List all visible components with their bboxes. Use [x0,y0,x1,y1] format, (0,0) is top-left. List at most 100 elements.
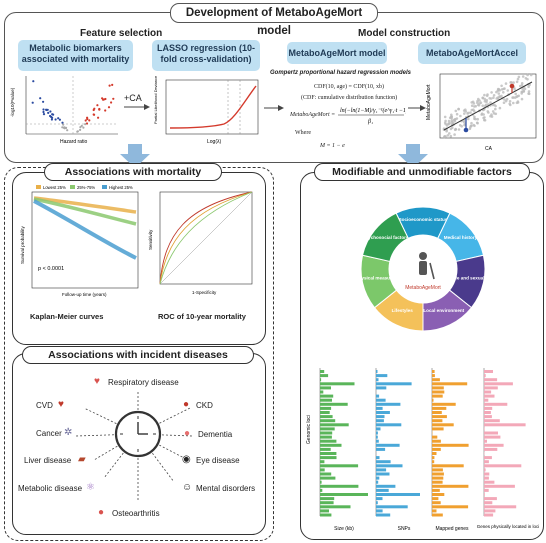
volcano-xlabel: Hazard ratio [60,139,87,145]
bar [320,505,351,509]
roc-plot: Sensitivity 1-Specificity [148,191,253,295]
bar [320,509,329,513]
scatter-point [467,117,470,121]
wheel-segment-label: Psychosocial factors [363,235,409,240]
scatter-point [521,75,525,78]
scatter-point [519,84,522,88]
volcano-point [54,118,57,121]
bar [484,374,486,378]
scatter-point [476,101,479,104]
disease-mental: Mental disorders [196,484,256,493]
volcano-point [66,129,69,132]
scatter-point [483,93,486,97]
volcano-point [107,106,111,109]
volcano-point [58,118,62,121]
wheel-segment-label: Socioeconomic status [399,217,448,222]
wheel-segment-label: Physical measures [358,276,397,281]
bar [376,513,391,517]
bar [376,398,386,402]
bar [320,398,332,402]
scatter-point [459,114,462,118]
volcano-point [102,98,105,101]
km-caption: Kaplan-Meier curves [30,312,104,321]
down-arrow-icon [398,144,428,168]
kidney-icon: ● [183,399,190,410]
volcano-point [104,109,107,112]
liver-icon: ▰ [78,454,86,465]
volcano-point [47,111,50,114]
bar [484,501,493,505]
metabolic-biomarkers-box: Metabolic biomarkers associated with mor… [18,40,133,71]
bar [376,476,380,480]
scatter-point [516,95,519,98]
volcano-point [110,101,113,104]
bar [484,427,485,431]
scatter-point [476,117,479,121]
scatter-point [449,134,453,138]
scatter-point [463,112,466,115]
equation-fraction: ln(−ln(1−M)/γ₁⁻¹(e^γ₁·t −1)) − β₀ β₁ [338,107,406,125]
bar [320,378,322,382]
bar [320,423,349,427]
scatter-point [502,101,506,104]
scatter-point [521,87,524,91]
scatter-point [460,125,463,128]
bar-xlabel-genes: Mapped genes [435,526,469,532]
bar [320,402,348,406]
volcano-point [62,123,65,126]
cancer-cell-icon: ✲ [64,427,73,438]
wheel-segment-label: Local environment [423,308,464,313]
scatter-point [457,128,461,131]
bar [432,460,435,464]
joint-icon: ● [98,507,105,518]
bar [484,509,496,513]
bar [484,386,498,390]
bar [432,484,469,488]
scatter-point [473,117,476,120]
scatter-point [480,113,483,116]
bar [320,456,337,460]
disease-spokes [75,390,193,500]
molecule-icon: ⚛ [86,482,95,493]
bar [484,431,498,435]
scatter-point [520,97,524,101]
bar [432,480,443,484]
scatter-point [489,101,492,104]
scatter-point [511,96,514,99]
bar [432,378,440,382]
bar [376,431,378,435]
scatter-point [448,132,451,135]
bar [376,382,412,386]
bar [320,447,331,451]
bar [484,406,493,410]
scatter-point [474,104,477,108]
scatter-point [445,128,448,132]
bar [376,370,378,373]
scatter-point [455,112,459,116]
scatter-point [473,124,476,128]
volcano-point [50,115,53,118]
scatter-point [503,87,506,90]
scatter-point [475,121,479,125]
scatter-point [444,119,447,123]
volcano-point [80,124,83,127]
bar [320,460,325,464]
bar [376,447,386,451]
bar [376,415,385,419]
scatter-point [454,127,457,131]
genomic-axis-label: Genomic loci [306,415,312,444]
scatter-point [468,127,472,131]
disease-cvd: CVD [36,401,53,410]
bar [432,406,447,410]
scatter-point [467,111,470,115]
volcano-point [101,97,104,100]
bar [484,497,497,501]
bar [320,464,359,468]
volcano-point [111,83,114,86]
feature-selection-heading: Feature selection [80,28,163,39]
brain-icon: ● [184,428,191,439]
volcano-ylabel: -log10(Pvalue) [10,87,15,117]
bar [376,472,390,476]
scatter-point [476,103,480,107]
bar [432,452,437,455]
